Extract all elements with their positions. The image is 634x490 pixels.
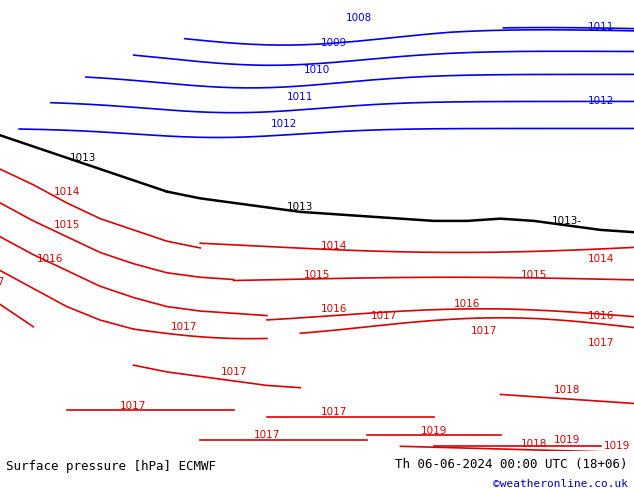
Text: 1017: 1017: [254, 430, 280, 440]
Text: 1012: 1012: [271, 119, 297, 129]
Text: 1013: 1013: [70, 153, 96, 163]
Text: 1012: 1012: [588, 97, 614, 106]
Text: 1016: 1016: [37, 254, 63, 264]
Text: 1014: 1014: [588, 254, 614, 264]
Text: 1017: 1017: [588, 338, 614, 347]
Text: 1013: 1013: [287, 202, 313, 212]
Text: 1019: 1019: [604, 441, 630, 451]
Text: 1017: 1017: [370, 311, 397, 320]
Text: 1015: 1015: [53, 220, 80, 230]
Text: 1016: 1016: [454, 299, 481, 309]
Text: 1018: 1018: [554, 385, 581, 395]
Text: 1011: 1011: [287, 92, 313, 102]
Text: 1017: 1017: [171, 322, 197, 332]
Text: 1018: 1018: [521, 439, 547, 449]
Text: 1015: 1015: [304, 270, 330, 280]
Text: 1017: 1017: [221, 367, 247, 377]
Text: 1017: 1017: [0, 277, 5, 287]
Text: ©weatheronline.co.uk: ©weatheronline.co.uk: [493, 479, 628, 489]
Text: 1017: 1017: [470, 326, 497, 336]
Text: Surface pressure [hPa] ECMWF: Surface pressure [hPa] ECMWF: [6, 460, 216, 473]
Text: 1019: 1019: [554, 435, 581, 444]
Text: 1019: 1019: [420, 425, 447, 436]
Text: 1011: 1011: [588, 22, 614, 32]
Text: 1009: 1009: [321, 38, 347, 48]
Text: 1015: 1015: [521, 270, 547, 280]
Text: 1013-: 1013-: [552, 216, 582, 226]
Text: 1014: 1014: [321, 241, 347, 251]
Text: 1016: 1016: [321, 304, 347, 314]
Text: 1010: 1010: [304, 65, 330, 75]
Text: 1008: 1008: [346, 13, 372, 23]
Text: 1017: 1017: [321, 408, 347, 417]
Text: 1017: 1017: [120, 401, 146, 411]
Text: 1016: 1016: [588, 311, 614, 320]
Text: Th 06-06-2024 00:00 UTC (18+06): Th 06-06-2024 00:00 UTC (18+06): [395, 458, 628, 471]
Text: 018: 018: [0, 311, 1, 320]
Text: 1014: 1014: [53, 187, 80, 196]
